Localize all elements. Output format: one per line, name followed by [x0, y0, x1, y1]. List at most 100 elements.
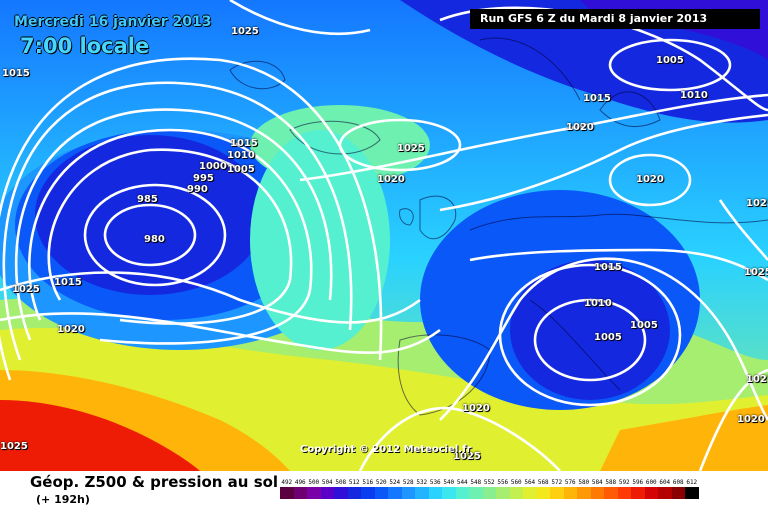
isobar-label: 1020: [377, 174, 405, 185]
scale-value-label: 520: [375, 479, 387, 486]
isobar-label: 1025: [746, 374, 768, 385]
scale-swatch: [280, 487, 294, 499]
isobar-1025-south: [358, 406, 561, 471]
scale-value-label: 492: [281, 479, 293, 486]
isobar-1005: [2, 81, 353, 361]
legend-footer: Géop. Z500 & pression au sol (+ 192h) 49…: [0, 471, 768, 512]
isobar-label: 995: [193, 173, 214, 184]
scale-swatch: [347, 487, 361, 499]
scale-value-label: 600: [645, 479, 657, 486]
color-scale: 492 496 500 504 508 512 516 520 524 528 532 536 540 5…: [280, 479, 699, 499]
scale-swatch: [577, 487, 591, 499]
isobar-label: 1005: [594, 332, 622, 343]
isobar-1000: [14, 108, 333, 341]
scale-value-label: 576: [564, 479, 576, 486]
scale-value-label: 516: [362, 479, 374, 486]
scale-value-label: 588: [605, 479, 617, 486]
scale-swatch: [415, 487, 429, 499]
isobars: [0, 0, 768, 471]
map-canvas: [0, 0, 768, 471]
isobar-1015: [0, 271, 421, 324]
scale-swatch: [374, 487, 388, 499]
isobar-1025-east: [698, 368, 768, 471]
scale-swatch: [428, 487, 442, 499]
isobar-1010: [0, 57, 383, 381]
isobar-label: 980: [144, 234, 165, 245]
scale-value-label: 608: [672, 479, 684, 486]
isobar-1015-med: [469, 248, 768, 282]
isobar-label: 1010: [680, 90, 708, 101]
scale-value-label: 496: [294, 479, 306, 486]
scale-swatch: [293, 487, 307, 499]
isobar-990: [47, 148, 293, 325]
scale-value-label: 500: [308, 479, 320, 486]
land-outlines: [229, 37, 768, 416]
scale-value-label: 596: [632, 479, 644, 486]
scale-swatch: [685, 487, 699, 499]
isobar-1020-central: [299, 93, 768, 182]
scale-value-label: 556: [497, 479, 509, 486]
scale-value-label: 572: [551, 479, 563, 486]
scale-swatch: [455, 487, 469, 499]
scale-value-label: 560: [510, 479, 522, 486]
scale-value-label: 552: [483, 479, 495, 486]
scale-value-label: 592: [618, 479, 630, 486]
scale-swatch: [631, 487, 645, 499]
copyright-label: Copyright © 2012 Meteociel.fr: [300, 444, 472, 455]
field-atlantic-low-inner: [35, 135, 265, 295]
scale-swatch: [563, 487, 577, 499]
isobar-label: 1015: [54, 277, 82, 288]
scale-value-label: 504: [321, 479, 333, 486]
color-scale-labels: 492 496 500 504 508 512 516 520 524 528 532 536 540 5…: [280, 479, 699, 486]
isobar-1020-east: [608, 153, 692, 207]
isobar-label: 1020: [462, 403, 490, 414]
legend-title: Géop. Z500 & pression au sol: [30, 473, 279, 491]
scale-value-label: 508: [335, 479, 347, 486]
isobar-1010-north: [439, 6, 768, 112]
isobar-1020: [0, 312, 441, 355]
isobar-label: 1025: [746, 198, 768, 209]
scale-swatch: [496, 487, 510, 499]
field-red-southwest: [0, 400, 200, 471]
isobar-label: 1005: [656, 55, 684, 66]
isobar-1025-north: [229, 0, 371, 36]
scale-swatch: [523, 487, 537, 499]
isobar-980: [103, 203, 197, 267]
isobar-label: 1015: [583, 93, 611, 104]
scale-value-label: 536: [429, 479, 441, 486]
isobar-1015-central: [439, 113, 768, 212]
field-north-cold: [400, 0, 768, 123]
scale-value-label: 584: [591, 479, 603, 486]
model-run-label: Run GFS 6 Z du Mardi 8 janvier 2013: [470, 9, 760, 29]
isobar-label: 1025: [397, 143, 425, 154]
isobar-label: 1000: [199, 161, 227, 172]
isobar-1025-se: [718, 199, 768, 261]
isobar-label: 1025: [453, 451, 481, 462]
field-europe-trough-core: [510, 260, 670, 400]
forecast-date-label: Mercredi 16 janvier 2013: [14, 14, 212, 30]
scale-swatch: [361, 487, 375, 499]
scale-swatch: [671, 487, 685, 499]
scale-swatch: [617, 487, 631, 499]
field-orange-southeast: [600, 405, 768, 471]
scale-swatch: [644, 487, 658, 499]
scale-value-label: 612: [686, 479, 698, 486]
scale-value-label: 564: [524, 479, 536, 486]
isobar-label: 1025: [0, 441, 28, 452]
scale-swatch: [604, 487, 618, 499]
color-scale-swatches: [280, 487, 699, 499]
isobar-label: 1015: [2, 68, 30, 79]
scale-swatch: [401, 487, 415, 499]
isobar-label: 1005: [630, 320, 658, 331]
isobar-985: [83, 183, 227, 287]
scale-swatch: [388, 487, 402, 499]
scale-swatch: [590, 487, 604, 499]
isobar-label: 985: [137, 194, 158, 205]
scale-swatch: [307, 487, 321, 499]
isobar-label: 1020: [57, 324, 85, 335]
legend-subtitle: (+ 192h): [36, 493, 90, 506]
scale-value-label: 548: [470, 479, 482, 486]
scale-value-label: 544: [456, 479, 468, 486]
scale-value-label: 540: [443, 479, 455, 486]
scale-swatch: [442, 487, 456, 499]
